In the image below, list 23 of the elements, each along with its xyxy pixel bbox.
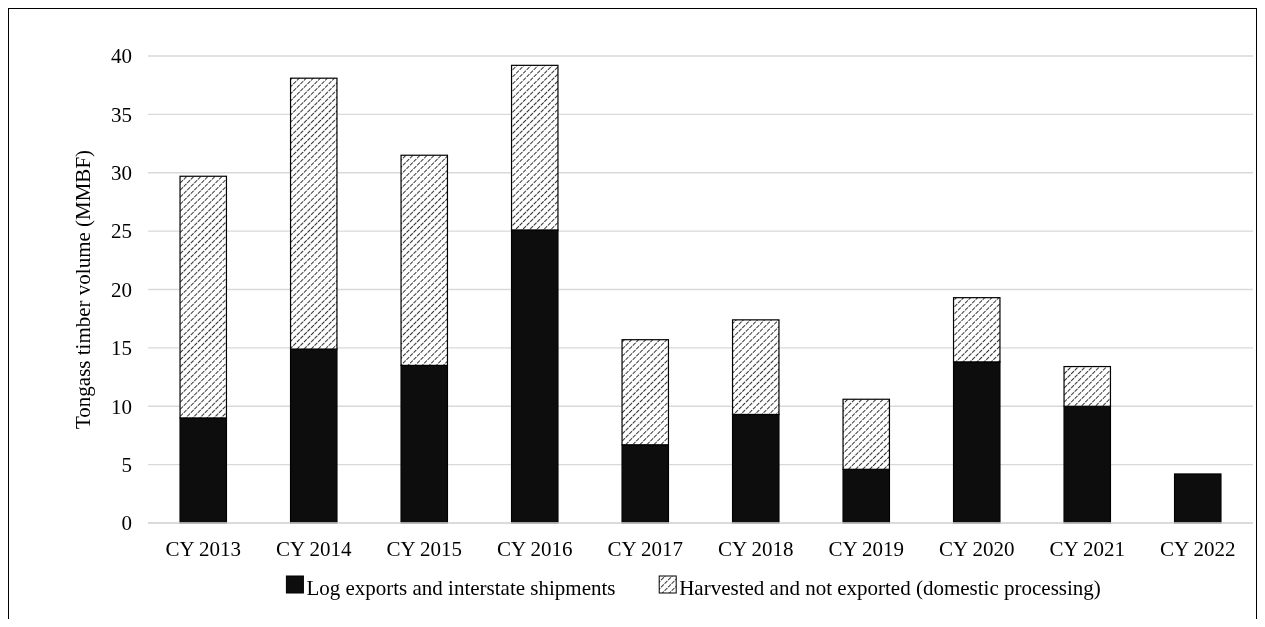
legend-label: Log exports and interstate shipments <box>306 576 616 601</box>
y-tick-label: 35 <box>111 102 132 127</box>
y-tick-label: 10 <box>111 394 132 419</box>
y-tick-label: 40 <box>111 44 132 69</box>
y-tick-label: 25 <box>111 219 132 244</box>
y-tick-label: 30 <box>111 161 132 186</box>
x-tick-label: CY 2017 <box>607 537 684 561</box>
y-tick-label: 5 <box>121 452 132 477</box>
legend-label: Harvested and not exported (domestic processing) <box>679 576 1101 601</box>
y-tick-label: 15 <box>111 336 132 361</box>
x-tick-label: CY 2021 <box>1049 537 1126 561</box>
x-tick-label: CY 2019 <box>828 537 905 561</box>
y-tick-label: 20 <box>111 277 132 302</box>
bar <box>1173 473 1222 524</box>
x-tick-label: CY 2013 <box>165 537 242 561</box>
x-tick-label: CY 2015 <box>386 537 463 561</box>
y-tick-label: 0 <box>121 511 132 536</box>
x-tick-label: CY 2020 <box>938 537 1015 561</box>
y-axis-title: Tongass timber volume (MMBF) <box>71 149 95 430</box>
x-tick-label: CY 2018 <box>717 537 794 561</box>
x-tick-label: CY 2014 <box>275 537 353 561</box>
x-tick-label: CY 2022 <box>1159 537 1236 561</box>
x-tick-label: CY 2016 <box>496 537 573 561</box>
